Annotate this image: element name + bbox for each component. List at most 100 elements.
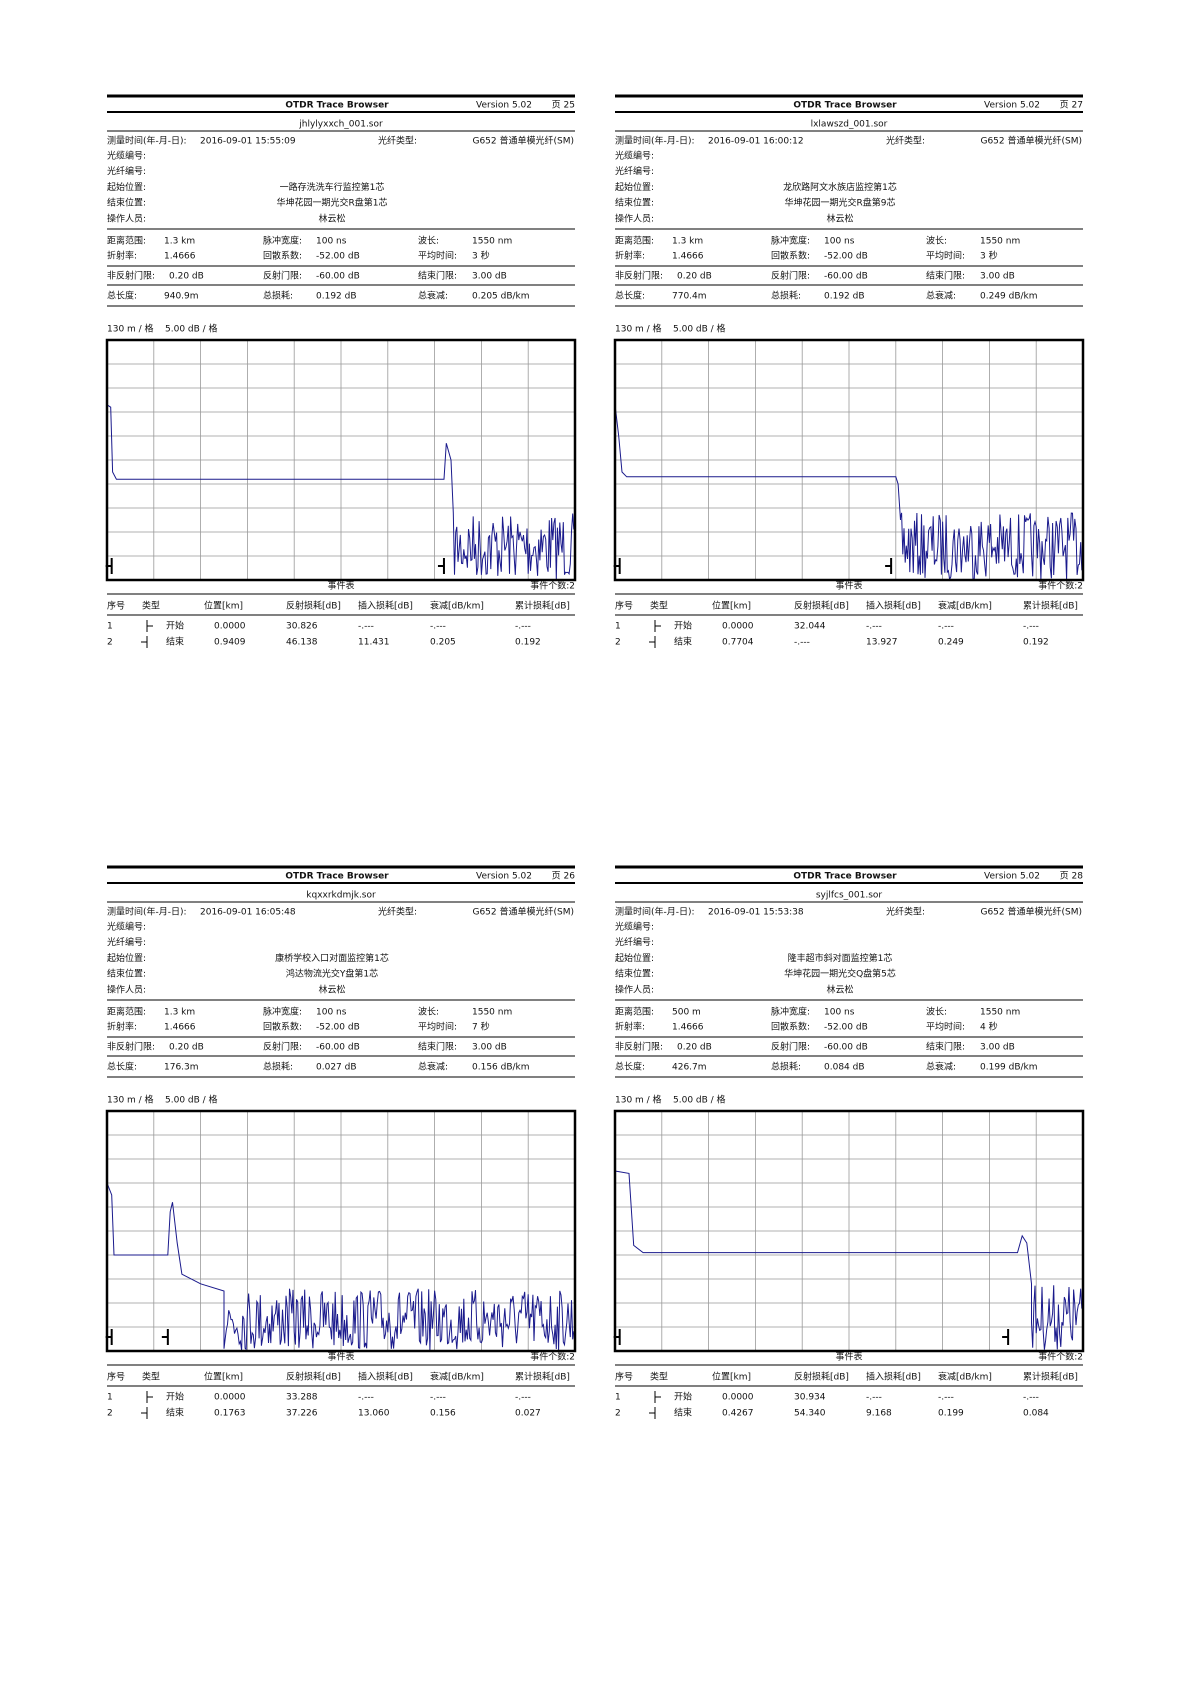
param-value: 1.4666 bbox=[164, 1023, 196, 1033]
param-label: 波长: bbox=[418, 1006, 439, 1018]
param-value: 0.084 dB bbox=[824, 1063, 865, 1073]
event-cell: 13.060 bbox=[358, 1409, 390, 1419]
param-label: 回散系数: bbox=[771, 250, 810, 262]
column-header: 类型 bbox=[142, 1371, 160, 1383]
field-label: 结束位置: bbox=[107, 968, 146, 980]
event-cell: -.--- bbox=[515, 1393, 531, 1403]
param-value: 1550 nm bbox=[472, 1008, 512, 1018]
scale-db: 5.00 dB / 格 bbox=[673, 323, 726, 335]
events-title: 事件表 bbox=[835, 580, 862, 592]
param-label: 总长度: bbox=[615, 1061, 645, 1073]
event-marker bbox=[1002, 1329, 1010, 1345]
fiber-type: 光纤类型: bbox=[378, 906, 417, 918]
event-cell: 0.199 bbox=[938, 1409, 964, 1419]
param-value: -60.00 dB bbox=[316, 272, 360, 282]
column-header: 反射损耗[dB] bbox=[794, 600, 849, 612]
field-label: 光缆编号: bbox=[107, 150, 146, 162]
event-cell: -.--- bbox=[1023, 622, 1039, 632]
meas-value: 2016-09-01 16:00:12 bbox=[708, 137, 804, 147]
field-value: 康桥学校入口对面监控第1芯 bbox=[275, 952, 389, 964]
param-label: 折射率: bbox=[107, 1021, 137, 1033]
event-cell: 0.0000 bbox=[722, 1393, 754, 1403]
meas-label: 测量时间(年-月-日): bbox=[107, 135, 187, 147]
param-value: 0.205 dB/km bbox=[472, 292, 530, 302]
param-value: 0.156 dB/km bbox=[472, 1063, 530, 1073]
event-cell: 0.205 bbox=[430, 638, 456, 648]
param-value: 3.00 dB bbox=[980, 1043, 1015, 1053]
event-cell: -.--- bbox=[866, 1393, 882, 1403]
param-label: 距离范围: bbox=[107, 1006, 146, 1018]
field-value: 林云松 bbox=[826, 983, 853, 995]
header-title: OTDR Trace Browser bbox=[285, 872, 389, 882]
event-cell: 0.084 bbox=[1023, 1409, 1049, 1419]
param-label: 折射率: bbox=[615, 1021, 645, 1033]
field-label: 结束位置: bbox=[107, 197, 146, 209]
event-cell: -.--- bbox=[794, 638, 810, 648]
event-cell: 0.027 bbox=[515, 1409, 541, 1419]
header-title: OTDR Trace Browser bbox=[793, 872, 897, 882]
event-cell: 0.9409 bbox=[214, 638, 246, 648]
field-value: 一路存洗洗车行监控第1芯 bbox=[280, 181, 385, 193]
trace bbox=[106, 404, 575, 580]
param-label: 距离范围: bbox=[107, 235, 146, 247]
field-label: 起始位置: bbox=[615, 952, 654, 964]
event-marker bbox=[437, 558, 445, 574]
param-label: 总长度: bbox=[107, 1061, 137, 1073]
grid-frame bbox=[105, 338, 577, 582]
field-value: 龙欣路阿文水族店监控第1芯 bbox=[783, 181, 897, 193]
param-value: 940.9m bbox=[164, 292, 199, 302]
param-value: 500 m bbox=[672, 1008, 701, 1018]
event-cell: 1 bbox=[615, 622, 621, 632]
event-cell: 30.826 bbox=[286, 622, 318, 632]
param-label: 平均时间: bbox=[926, 1021, 965, 1033]
field-label: 操作人员: bbox=[615, 983, 654, 995]
param-value: 1.3 km bbox=[672, 237, 703, 247]
meas-value: 2016-09-01 15:53:38 bbox=[708, 908, 804, 918]
param-value: -52.00 dB bbox=[316, 1023, 360, 1033]
param-value: 3 秒 bbox=[472, 250, 490, 262]
event-cell: 结束 bbox=[674, 1407, 692, 1419]
header-title: OTDR Trace Browser bbox=[285, 101, 389, 111]
param-label: 总损耗: bbox=[263, 1061, 293, 1073]
event-cell: 结束 bbox=[166, 636, 184, 648]
column-header: 插入损耗[dB] bbox=[866, 1371, 921, 1383]
param-value: 100 ns bbox=[316, 1008, 347, 1018]
fiber-type: 光纤类型: bbox=[886, 135, 925, 147]
param-value: 1550 nm bbox=[980, 237, 1020, 247]
event-cell: 0.0000 bbox=[214, 1393, 246, 1403]
events-count: 事件个数:2 bbox=[530, 1351, 575, 1363]
fiber-type: 光纤类型: bbox=[886, 906, 925, 918]
param-label: 结束门限: bbox=[418, 1041, 457, 1053]
file-name: kqxxrkdmjk.sor bbox=[306, 891, 376, 901]
param-value: 1.3 km bbox=[164, 1008, 195, 1018]
events-title: 事件表 bbox=[327, 1351, 354, 1363]
meas-value: 2016-09-01 15:55:09 bbox=[200, 137, 296, 147]
field-value: 华坤花园一期光交Q盘第5芯 bbox=[784, 968, 896, 980]
param-value: 100 ns bbox=[316, 237, 347, 247]
param-label: 波长: bbox=[418, 235, 439, 247]
scale-distance: 130 m / 格 bbox=[615, 323, 662, 335]
param-label: 结束门限: bbox=[418, 270, 457, 282]
file-name: jhlylyxxch_001.sor bbox=[298, 120, 383, 130]
param-value: 0.192 dB bbox=[824, 292, 865, 302]
column-header: 插入损耗[dB] bbox=[358, 1371, 413, 1383]
column-header: 反射损耗[dB] bbox=[286, 600, 341, 612]
event-cell: 0.0000 bbox=[722, 622, 754, 632]
grid-frame bbox=[613, 338, 1085, 582]
fiber-type-value: G652 普通单模光纤(SM) bbox=[980, 135, 1082, 147]
column-header: 衰减[dB/km] bbox=[938, 1371, 992, 1383]
event-cell: 开始 bbox=[166, 620, 184, 632]
param-label: 距离范围: bbox=[615, 235, 654, 247]
param-label: 总衰减: bbox=[926, 290, 956, 302]
field-label: 操作人员: bbox=[107, 983, 146, 995]
param-label: 结束门限: bbox=[926, 1041, 965, 1053]
param-label: 平均时间: bbox=[926, 250, 965, 262]
event-cell: 32.044 bbox=[794, 622, 826, 632]
param-value: 426.7m bbox=[672, 1063, 707, 1073]
param-label: 平均时间: bbox=[418, 1021, 457, 1033]
event-cell: 33.288 bbox=[286, 1393, 318, 1403]
param-value: 0.20 dB bbox=[169, 272, 204, 282]
event-cell: 结束 bbox=[166, 1407, 184, 1419]
param-value: 3.00 dB bbox=[472, 272, 507, 282]
param-label: 反射门限: bbox=[263, 270, 302, 282]
